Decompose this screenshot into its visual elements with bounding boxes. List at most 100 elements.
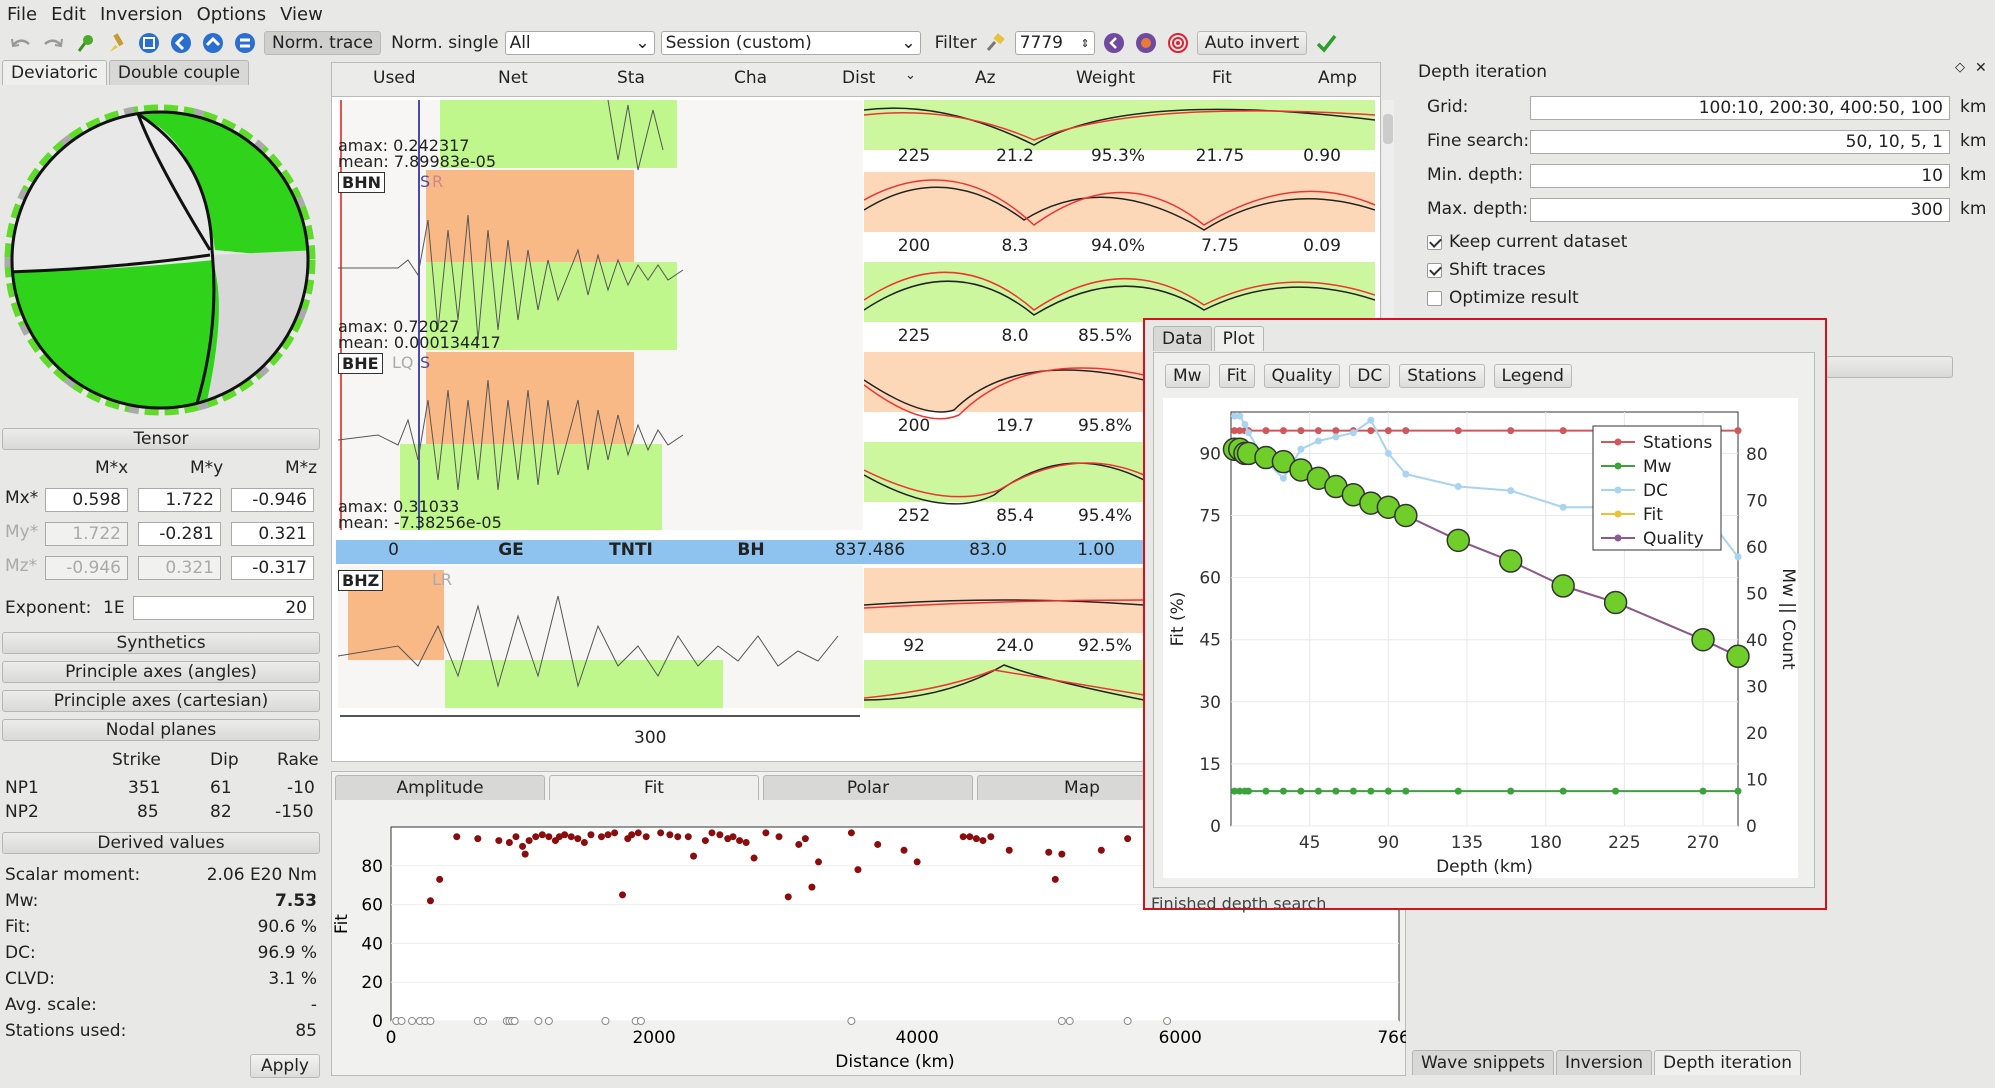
y-tick-label: 20: [361, 973, 383, 993]
myz-field[interactable]: 0.321: [231, 522, 314, 546]
col-sta[interactable]: Sta: [617, 68, 645, 88]
tab-depth-iteration[interactable]: Depth iteration: [1654, 1050, 1802, 1075]
circle-target-icon[interactable]: [1133, 30, 1159, 56]
derived-values-title[interactable]: Derived values: [2, 832, 320, 854]
scatter-point: [505, 839, 513, 847]
menu-file[interactable]: File: [7, 3, 38, 25]
fine-search-field[interactable]: 50, 10, 5, 1: [1530, 130, 1950, 154]
col-dist[interactable]: Dist: [842, 68, 876, 88]
menu-inversion[interactable]: Inversion: [99, 3, 183, 25]
data-point: [1244, 429, 1252, 437]
component-select[interactable]: All ⌄: [504, 31, 655, 55]
phase-label: S: [420, 172, 431, 191]
unused-point: [544, 1017, 553, 1025]
menu-view[interactable]: View: [280, 3, 323, 25]
tab-plot[interactable]: Plot: [1213, 326, 1264, 351]
grid-field[interactable]: 100:10, 200:30, 400:50, 100: [1530, 96, 1950, 120]
redo-icon[interactable]: [40, 30, 66, 56]
pin-icon[interactable]: [72, 30, 98, 56]
check-icon[interactable]: [1313, 30, 1339, 56]
start-button[interactable]: [1826, 356, 1953, 378]
data-point: [1367, 787, 1375, 795]
toggle-quality[interactable]: Quality: [1263, 364, 1341, 388]
zoom-fit-icon[interactable]: [136, 30, 162, 56]
mxz-field[interactable]: -0.946: [231, 488, 314, 512]
col-net[interactable]: Net: [498, 68, 528, 88]
mxy-field[interactable]: 1.722: [138, 488, 221, 512]
data-point: [1279, 474, 1287, 482]
tensor-title[interactable]: Tensor: [2, 428, 320, 450]
auto-invert-button[interactable]: Auto invert: [1196, 31, 1308, 55]
tab-fit[interactable]: Fit: [549, 775, 759, 800]
tab-amplitude[interactable]: Amplitude: [335, 775, 545, 800]
derived-value: 96.9 %: [257, 943, 317, 963]
scatter-point: [519, 842, 527, 850]
tab-double-couple[interactable]: Double couple: [108, 60, 250, 85]
tab-polar[interactable]: Polar: [763, 775, 973, 800]
exponent-field[interactable]: 20: [133, 596, 314, 620]
unused-point: [1163, 1017, 1172, 1025]
filter-icon[interactable]: [983, 30, 1009, 56]
dist-cell: 200: [897, 236, 931, 256]
myy-field[interactable]: -0.281: [138, 522, 221, 546]
data-point: [1507, 787, 1515, 795]
station-row[interactable]: 0 GE TNTI BH 837.486 83.0 1.00: [336, 540, 1146, 564]
tab-wave-snippets[interactable]: Wave snippets: [1412, 1050, 1554, 1075]
y2-axis-label: Mw || Count: [1778, 568, 1798, 670]
col-az[interactable]: Az: [975, 68, 996, 88]
data-point: [1262, 427, 1270, 435]
phase-label: LQ: [392, 353, 414, 372]
sort-down-icon[interactable]: ⌄: [905, 68, 916, 83]
col-cha[interactable]: Cha: [734, 68, 768, 88]
optimize-result-checkbox[interactable]: Optimize result: [1427, 288, 1579, 308]
menu-options[interactable]: Options: [196, 3, 267, 25]
close-icon[interactable]: ✕: [1975, 60, 1987, 76]
principle-axes-cartesian-button[interactable]: Principle axes (cartesian): [2, 690, 320, 712]
beachball-marker: [1726, 644, 1750, 669]
tab-data[interactable]: Data: [1153, 326, 1212, 351]
scroll-right-icon[interactable]: [232, 30, 258, 56]
synthetics-button[interactable]: Synthetics: [2, 632, 320, 654]
principle-axes-angles-button[interactable]: Principle axes (angles): [2, 661, 320, 683]
brush-icon[interactable]: [104, 30, 130, 56]
norm-trace-button[interactable]: Norm. trace: [264, 31, 382, 55]
target-icon[interactable]: [1165, 30, 1191, 56]
filter-spinbox[interactable]: 7779 ⇕: [1014, 31, 1095, 55]
float-icon[interactable]: ◇: [1955, 60, 1965, 75]
scatter-point: [611, 829, 619, 837]
np2-dip: 82: [210, 802, 232, 822]
apply-button[interactable]: Apply: [250, 1054, 320, 1078]
mzy-field: 0.321: [138, 556, 221, 580]
toggle-legend[interactable]: Legend: [1493, 364, 1572, 388]
unused-point: [510, 1017, 519, 1025]
scrollbar-handle[interactable]: [1383, 114, 1393, 144]
data-point: [1384, 449, 1392, 457]
toggle-mw[interactable]: Mw: [1165, 364, 1210, 388]
max-depth-field[interactable]: 300: [1530, 198, 1950, 222]
col-amp[interactable]: Amp: [1318, 68, 1357, 88]
x-tick-label: 0: [386, 1028, 397, 1048]
mxx-field[interactable]: 0.598: [45, 488, 128, 512]
shift-traces-checkbox[interactable]: Shift traces: [1427, 260, 1546, 280]
scatter-point: [874, 840, 882, 848]
toggle-fit[interactable]: Fit: [1218, 364, 1255, 388]
circle-purple-icon[interactable]: [1101, 30, 1127, 56]
keep-dataset-checkbox[interactable]: Keep current dataset: [1427, 232, 1627, 252]
scroll-up-icon[interactable]: [200, 30, 226, 56]
tab-deviatoric[interactable]: Deviatoric: [2, 60, 107, 85]
col-weight[interactable]: Weight: [1076, 68, 1136, 88]
toggle-dc[interactable]: DC: [1349, 364, 1391, 388]
toggle-stations[interactable]: Stations: [1399, 364, 1485, 388]
undo-icon[interactable]: [8, 30, 34, 56]
mzz-field[interactable]: -0.317: [231, 556, 314, 580]
data-point: [1384, 427, 1392, 435]
weight-cell: 92.5%: [1077, 636, 1132, 656]
tab-inversion[interactable]: Inversion: [1555, 1050, 1653, 1075]
scroll-left-icon[interactable]: [168, 30, 194, 56]
menu-edit[interactable]: Edit: [51, 3, 86, 25]
nodal-planes-title[interactable]: Nodal planes: [2, 719, 320, 741]
col-fit[interactable]: Fit: [1212, 68, 1232, 88]
session-select[interactable]: Session (custom) ⌄: [660, 31, 921, 55]
min-depth-field[interactable]: 10: [1530, 164, 1950, 188]
col-used[interactable]: Used: [373, 68, 416, 88]
